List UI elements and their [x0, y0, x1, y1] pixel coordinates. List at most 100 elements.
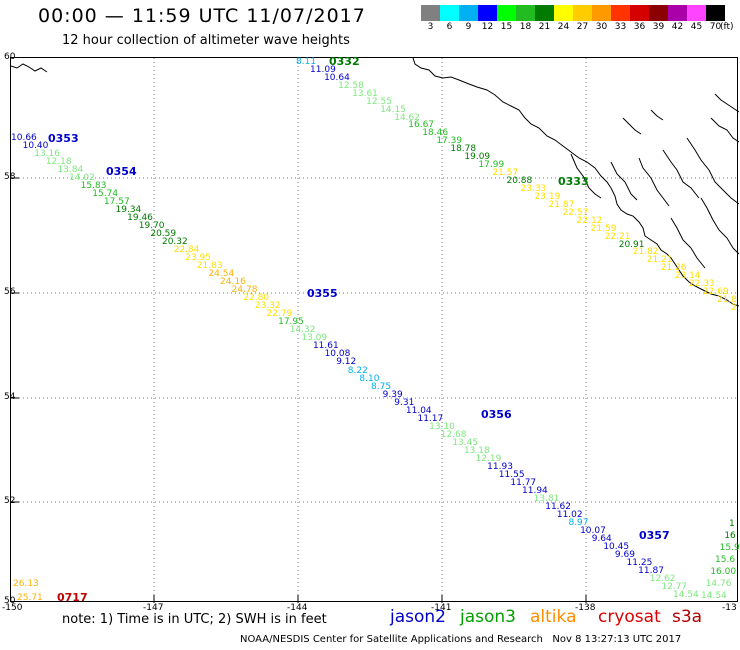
colorbar-label: 3	[427, 22, 434, 32]
colorbar-swatch	[706, 5, 725, 21]
colorbar-swatch	[611, 5, 630, 21]
tick-marks	[11, 177, 587, 603]
wave-height-label: 8.97	[568, 517, 589, 528]
map-panel: 8.11 11.09 10.64 12.58 13.61 12.55 14.15 14.62 1…	[10, 55, 740, 604]
wave-height-label: 26.13	[13, 579, 39, 589]
wave-height-label: 17.95	[278, 317, 304, 328]
wave-height-label: 13.84	[57, 165, 84, 176]
wave-height-label: 17.39	[436, 136, 463, 147]
colorbar-label: 33	[614, 22, 627, 32]
wave-height-label: 12.77	[661, 581, 688, 592]
wave-height-label: 15.74	[92, 189, 119, 200]
wave-height-label: 20.91	[618, 239, 645, 250]
pass-label: 0354	[106, 165, 137, 178]
footer-note: note: 1) Time is in UTC; 2) SWH is in fe…	[62, 612, 327, 627]
wave-height-label: 19.46	[127, 213, 153, 224]
chart-title: 00:00 — 11:59 UTC 11/07/2017	[38, 5, 366, 27]
colorbar-label: 45	[690, 22, 703, 32]
colorbar-labels: 3 6 9 12 15 18 21 24 27 30 33 36 39 42 45 70	[421, 22, 725, 32]
wave-height-label: 16.00	[710, 567, 737, 577]
wave-height-label: 10.08	[324, 349, 351, 360]
wave-height-label: 21.57	[492, 168, 519, 179]
colorbar-label: 21	[538, 22, 551, 32]
wave-height-label: 18.78	[450, 144, 477, 155]
wave-height-label: 18.46	[422, 128, 449, 139]
colorbar-swatch	[535, 5, 554, 21]
wave-height-label: 12.58	[338, 80, 364, 91]
wave-height-label: 14.62	[394, 112, 420, 123]
pass-label: 0717	[57, 591, 88, 604]
pass-label: 0355	[307, 287, 338, 300]
wave-height-label: 24.54	[208, 269, 235, 280]
colorbar-unit: (ft)	[720, 22, 734, 32]
colorbar-swatch	[668, 5, 687, 21]
wave-height-label: 8.10	[359, 373, 380, 384]
wave-height-label: 25.71	[17, 593, 43, 603]
wave-height-label: 13.10	[429, 421, 455, 432]
wave-height-label: 22.12	[576, 215, 603, 226]
colorbar-label: 30	[595, 22, 608, 32]
wave-height-label: 13.16	[34, 149, 60, 160]
wave-height-label: 22.57	[562, 207, 589, 218]
wave-height-label: 20.32	[161, 237, 188, 248]
wave-height-label: 13.45	[452, 437, 479, 448]
lon-label: -144	[287, 603, 308, 613]
colorbar-swatch	[478, 5, 497, 21]
wave-height-label: 10.40	[22, 141, 49, 152]
wave-height-label: 20.88	[506, 176, 533, 187]
pass-label: 0357	[639, 529, 670, 542]
credit-text: NOAA/NESDIS Center for Satellite Applica…	[240, 634, 543, 645]
wave-height-label: 9.12	[336, 357, 357, 368]
lon-label: -147	[143, 603, 164, 613]
wave-height-label: 9.69	[614, 549, 635, 560]
wave-height-label: 17.57	[103, 197, 130, 208]
colorbar-swatch	[421, 5, 440, 21]
wave-height-label: 14.54	[701, 591, 727, 601]
colorbar-label: 6	[446, 22, 453, 32]
wave-height-label: 21.59	[590, 223, 617, 234]
wave-height-label: 23.95	[185, 253, 211, 264]
colorbar-label: 39	[652, 22, 665, 32]
wave-height-label: 11.93	[487, 461, 513, 472]
wave-height-label: 8.75	[371, 381, 392, 392]
lon-label: -138	[575, 603, 596, 613]
wave-height-label: 1	[729, 519, 735, 529]
colorbar-swatch	[649, 5, 668, 21]
wave-height-label: 20.59	[150, 229, 177, 240]
wave-height-label: 15.9	[719, 543, 740, 553]
colorbar-label: 15	[500, 22, 513, 32]
wave-height-label: 16.67	[408, 120, 435, 131]
wave-height-label: 11.61	[312, 341, 339, 352]
lon-label: -13	[722, 603, 737, 613]
wave-height-label: 11.17	[417, 413, 444, 424]
wave-height-label: 14.15	[380, 104, 406, 115]
wave-height-label: 10.66	[11, 133, 37, 143]
wave-height-label: 15.6	[715, 555, 736, 565]
wave-height-label: 10.64	[324, 72, 350, 83]
wave-height-label: 11.87	[638, 565, 664, 576]
colorbar-swatch	[687, 5, 706, 21]
wave-height-label: 11.25	[626, 557, 653, 568]
lat-label: 54	[4, 392, 16, 402]
wave-height-label: 23.32	[254, 301, 281, 312]
wave-height-label: 19.70	[138, 221, 165, 232]
wave-height-label: 22.80	[243, 293, 270, 304]
wave-height-label: 9.39	[382, 389, 403, 400]
colorbar-swatch	[516, 5, 535, 21]
colorbar-swatch	[592, 5, 611, 21]
wave-height-label: 14.54	[673, 590, 699, 600]
lat-label: 58	[4, 172, 16, 182]
wave-height-label: 11.04	[405, 405, 432, 416]
wave-height-label: 22.79	[266, 309, 293, 320]
wave-height-label: 10.45	[603, 541, 630, 552]
wave-height-label: 12.68	[440, 429, 467, 440]
chart-subtitle: 12 hour collection of altimeter wave hei…	[62, 33, 350, 48]
legend-cryosat: cryosat	[598, 607, 661, 627]
pass-label: 0332	[329, 55, 360, 68]
wave-height-label: 21.87	[548, 199, 575, 210]
wave-height-label: 14.02	[69, 173, 95, 184]
colorbar-label: 9	[465, 22, 472, 32]
wave-height-label: 11.02	[556, 509, 583, 520]
wave-height-label: 12.19	[475, 453, 502, 464]
wave-height-label: 11.55	[498, 469, 525, 480]
